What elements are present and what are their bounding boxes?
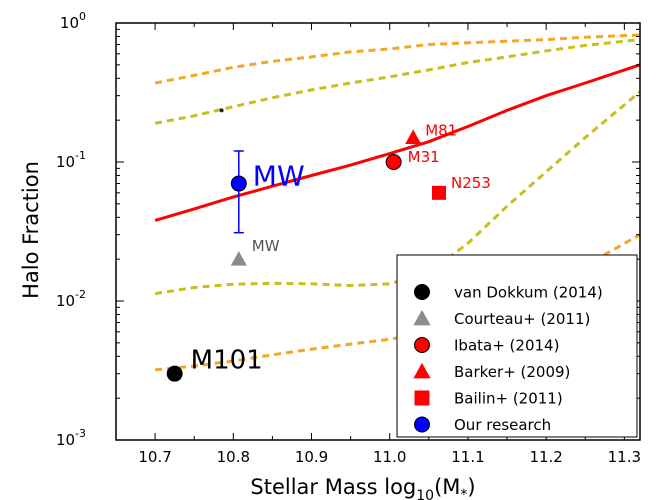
data-point-barker-2009- [405,129,422,144]
annotation-m101: M101 [191,346,263,376]
legend-marker [413,309,431,326]
legend-entry-label: Courteau+ (2011) [454,310,590,328]
data-point-our-research [230,175,247,192]
x-tick-label: 10.8 [217,448,250,466]
legend-marker [414,284,430,300]
legend-entry-label: Our research [454,416,551,434]
axis-ticks: 10.7 10.8 10.9 11.0 11.1 11.2 11.3 10-3 10-2 10-1… [56,10,641,466]
y-tick-label: 100 [60,10,86,32]
data-point-bailin-2011- [432,185,447,200]
x-axis-label-tail: (M [434,475,460,499]
legend-marker [414,416,430,433]
legend-entry-label: Barker+ (2009) [454,363,570,381]
x-tick-label: 10.7 [138,448,171,466]
model-curve-1 [154,33,640,85]
x-axis-label-star: * [460,487,467,500]
data-point-courteau-2011- [230,251,247,266]
legend-entry-label: Ibata+ (2014) [454,337,559,355]
annotation-n253: N253 [451,174,491,192]
data-markers [166,108,447,382]
annotation-m31: M31 [408,148,440,166]
stray-dot [219,108,224,113]
legend-box [396,254,638,438]
x-tick-label: 11.2 [529,448,562,466]
x-tick-label: 11.1 [451,448,484,466]
data-point-van-dokkum-2014- [166,365,183,382]
point-annotations: M101 MW M31 M81 N253 MW [191,122,491,376]
y-axis-label: Halo Fraction [19,161,43,299]
model-curve-2 [154,38,640,125]
model-curve-4 [154,90,640,296]
x-tick-label: 11.3 [608,448,641,466]
y-tick-label: 10-3 [56,427,86,449]
plot-frame [115,22,641,441]
legend-entry-label: Bailin+ (2011) [454,390,563,408]
annotation-mw: MW [253,160,305,193]
annotation-mw: MW [252,237,280,255]
y-tick-label: 10-1 [56,149,86,171]
x-axis-label-main: Stellar Mass log [250,475,416,499]
x-axis-label-sub: 10 [416,488,434,500]
annotation-m81: M81 [425,122,457,140]
legend-marker [414,390,430,406]
legend: van Dokkum (2014) Courteau+ (2011) Ibata+ … [396,254,638,438]
legend-marker [414,337,430,353]
legend-marker [413,362,431,379]
data-point-ibata-2014- [385,154,402,170]
legend-entry-label: van Dokkum (2014) [454,284,603,302]
x-axis-label: Stellar Mass log10(M*) [250,475,475,500]
x-axis-label-close: ) [467,475,475,499]
y-tick-label: 10-2 [56,288,86,310]
model-curve-3 [154,63,640,222]
x-tick-label: 11.0 [373,448,406,466]
x-tick-label: 10.9 [295,448,328,466]
